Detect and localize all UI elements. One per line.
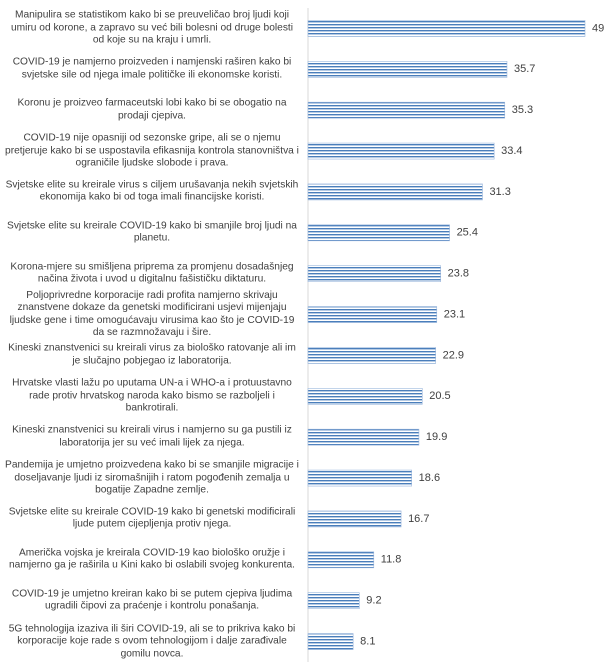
bar (307, 61, 508, 78)
value-label: 16.7 (408, 513, 429, 525)
bar (307, 101, 506, 119)
value-label: 35.3 (512, 104, 533, 116)
value-label: 33.4 (501, 145, 522, 157)
bar (307, 428, 420, 446)
category-label: Hrvatske vlasti lažu po uputama UN-a i W… (12, 377, 292, 414)
value-label: 49.7 (592, 22, 604, 34)
category-label: Svjetske elite su kreirale COVID-19 kako… (7, 220, 297, 244)
value-label: 19.9 (426, 431, 447, 443)
category-label: 5G tehnologija izaziva ili širi COVID-19… (8, 622, 296, 659)
category-label: Kineski znanstvenici su kreirali virus i… (12, 424, 292, 449)
bar (307, 633, 354, 650)
bar (307, 347, 436, 364)
value-label: 35.7 (514, 63, 535, 75)
value-label: 20.5 (429, 390, 450, 402)
category-label: COVID-19 je umjetno kreiran kako bi se p… (11, 588, 293, 612)
bar (307, 142, 495, 160)
value-label: 18.6 (419, 472, 440, 484)
category-label: Kineski znanstvenici su kreirali virus z… (8, 342, 296, 367)
value-label: 9.2 (366, 595, 381, 607)
category-label: Korona-mjere su smišljena priprema za pr… (10, 261, 294, 285)
bar (307, 510, 402, 528)
bar (307, 592, 360, 609)
category-label: COVID-19 nije opasniji od sezonske gripe… (5, 132, 299, 169)
category-label: Pandemija je umjetno proizvedena kako bi… (5, 459, 299, 496)
category-label: Svjetske elite su kreirale COVID-19 kako… (8, 506, 296, 530)
bar (307, 469, 412, 487)
bar (307, 265, 441, 282)
value-label: 11.8 (381, 554, 402, 566)
value-label: 25.4 (457, 227, 478, 239)
value-label: 31.3 (489, 186, 510, 198)
value-label: 22.9 (443, 349, 464, 361)
value-label: 23.1 (444, 308, 465, 320)
category-label: Svjetske elite su kreirale virus s cilje… (5, 179, 299, 203)
bar (307, 20, 586, 37)
category-label: Poljoprivredne korporacije radi profita … (9, 289, 295, 339)
value-label: 23.8 (448, 268, 469, 280)
bar (307, 224, 450, 242)
bar (307, 388, 423, 405)
bar (307, 183, 483, 201)
value-label: 8.1 (360, 635, 375, 647)
category-label: Manipulira se statistikom kako bi se pre… (10, 9, 294, 46)
category-label: Koronu je proizveo farmaceutski lobi kak… (17, 97, 287, 122)
category-label: Američka vojska je kreirala COVID-19 kao… (9, 547, 295, 571)
category-label: COVID-19 je namjerno proizveden i namjen… (12, 56, 292, 81)
bar (307, 551, 375, 569)
bar (307, 306, 438, 323)
